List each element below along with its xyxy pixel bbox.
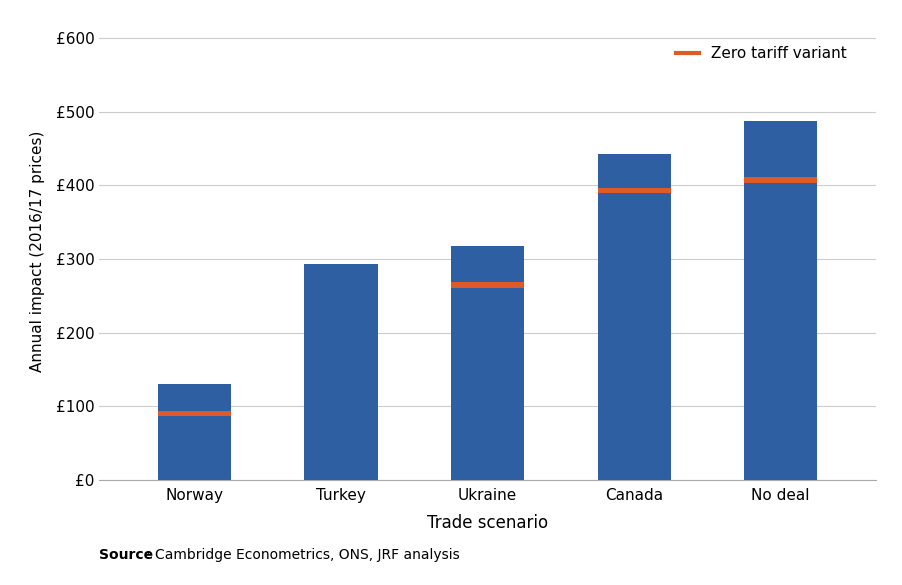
Bar: [597, 154, 670, 480]
Legend: Zero tariff variant: Zero tariff variant: [669, 40, 851, 67]
X-axis label: Trade scenario: Trade scenario: [427, 514, 548, 532]
Bar: [450, 246, 524, 480]
Text: : Cambridge Econometrics, ONS, JRF analysis: : Cambridge Econometrics, ONS, JRF analy…: [146, 548, 459, 562]
Bar: [597, 188, 670, 194]
Bar: [304, 264, 377, 480]
Y-axis label: Annual impact (2016/17 prices): Annual impact (2016/17 prices): [30, 131, 44, 372]
Text: Source: Source: [99, 548, 153, 562]
Bar: [743, 121, 816, 480]
Bar: [743, 177, 816, 183]
Bar: [158, 411, 231, 417]
Bar: [158, 384, 231, 480]
Bar: [450, 282, 524, 288]
